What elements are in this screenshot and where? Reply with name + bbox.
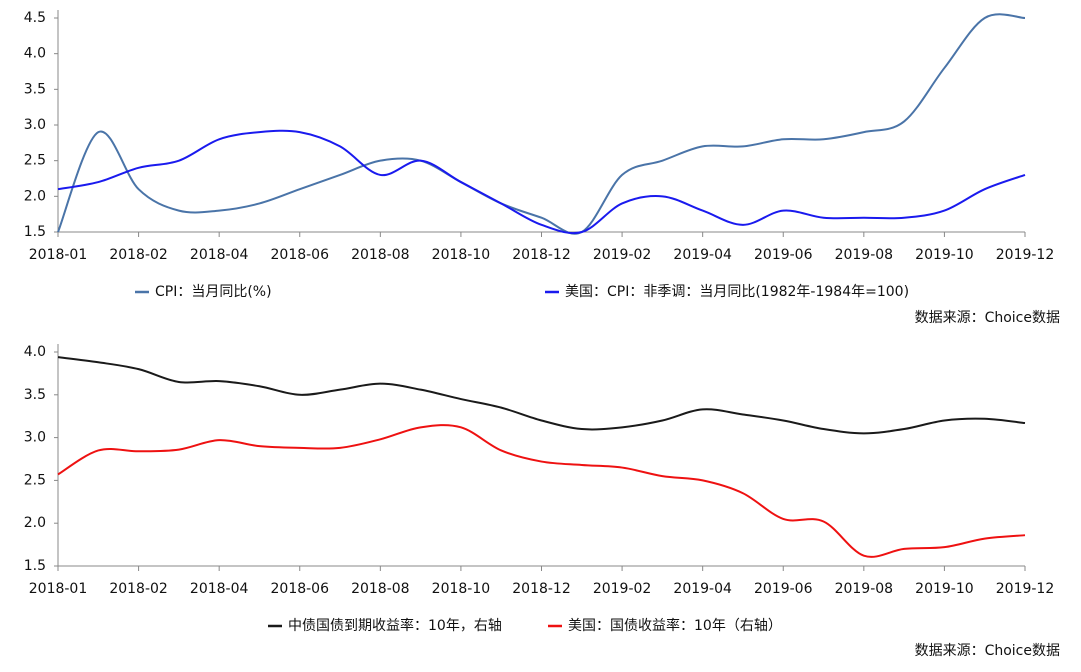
legend-label: CPI：当月同比(%)	[155, 284, 272, 300]
y-tick-label: 4.0	[24, 344, 46, 360]
y-tick-label: 1.5	[24, 558, 46, 574]
x-tick-label: 2019-10	[915, 581, 974, 597]
x-tick-label: 2018-12	[512, 581, 571, 597]
y-tick-label: 3.0	[24, 117, 46, 133]
series-line	[57, 356, 1026, 435]
x-tick-label: 2019-12	[996, 247, 1055, 263]
series-line	[57, 129, 1026, 235]
y-tick-label: 2.0	[24, 515, 46, 531]
y-tick-label: 2.0	[24, 188, 46, 204]
x-tick-label: 2019-02	[593, 247, 652, 263]
y-tick-label: 2.5	[24, 472, 46, 488]
y-tick-label: 2.5	[24, 153, 46, 169]
x-tick-label: 2019-10	[915, 247, 974, 263]
source-note: 数据来源：Choice数据	[915, 643, 1060, 659]
y-tick-label: 1.5	[24, 224, 46, 240]
x-tick-label: 2018-01	[29, 581, 88, 597]
x-tick-label: 2019-08	[835, 581, 894, 597]
x-tick-label: 2019-06	[754, 581, 813, 597]
y-tick-label: 3.5	[24, 81, 46, 97]
x-tick-label: 2018-06	[271, 581, 330, 597]
x-tick-label: 2018-04	[190, 247, 249, 263]
x-tick-label: 2018-12	[512, 247, 571, 263]
x-tick-label: 2019-04	[673, 581, 732, 597]
y-tick-label: 4.0	[24, 46, 46, 62]
x-tick-label: 2018-06	[271, 247, 330, 263]
x-tick-label: 2018-10	[432, 247, 491, 263]
y-tick-label: 4.5	[24, 10, 46, 26]
x-tick-label: 2018-02	[109, 247, 168, 263]
source-note: 数据来源：Choice数据	[915, 310, 1060, 326]
x-tick-label: 2019-04	[673, 247, 732, 263]
x-tick-label: 2019-06	[754, 247, 813, 263]
y-tick-label: 3.0	[24, 430, 46, 446]
x-tick-label: 2019-08	[835, 247, 894, 263]
series-line	[57, 424, 1026, 558]
x-tick-label: 2019-12	[996, 581, 1055, 597]
series-line	[57, 13, 1026, 235]
x-tick-label: 2018-02	[109, 581, 168, 597]
legend-label: 美国：国债收益率：10年（右轴）	[568, 617, 782, 634]
x-tick-label: 2018-01	[29, 247, 88, 263]
x-tick-label: 2019-02	[593, 581, 652, 597]
x-tick-label: 2018-10	[432, 581, 491, 597]
x-tick-label: 2018-08	[351, 247, 410, 263]
x-tick-label: 2018-04	[190, 581, 249, 597]
legend-label: 中债国债到期收益率：10年，右轴	[288, 617, 502, 634]
x-tick-label: 2018-08	[351, 581, 410, 597]
y-tick-label: 3.5	[24, 387, 46, 403]
legend-label: 美国：CPI：非季调：当月同比(1982年-1984年=100)	[565, 284, 909, 300]
